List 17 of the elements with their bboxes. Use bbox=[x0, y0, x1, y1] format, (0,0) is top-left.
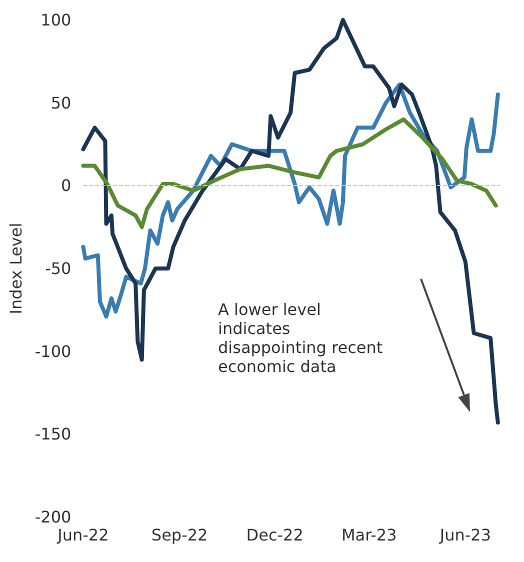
x-tick-label: Mar-23 bbox=[341, 526, 397, 544]
y-tick-label: 0 bbox=[61, 176, 72, 196]
x-tick-label: Jun-23 bbox=[438, 526, 492, 544]
y-axis-title: Index Level bbox=[6, 222, 26, 314]
line-series bbox=[81, 117, 498, 230]
line-series bbox=[81, 82, 500, 319]
y-tick-label: -100 bbox=[34, 342, 72, 361]
x-tick-label: Jun-22 bbox=[56, 526, 109, 544]
y-tick-label: -50 bbox=[45, 259, 72, 278]
y-tick-label: -150 bbox=[34, 424, 72, 444]
x-tick-label: Sep-22 bbox=[151, 526, 208, 544]
line-series bbox=[81, 18, 500, 425]
y-tick-label: 100 bbox=[40, 10, 72, 30]
y-tick-label: 50 bbox=[50, 93, 72, 112]
y-tick-label: -200 bbox=[34, 508, 72, 526]
x-tick-label: Dec-22 bbox=[246, 526, 304, 544]
annotation: A lower level indicates disappointing recent economic data bbox=[218, 300, 383, 376]
